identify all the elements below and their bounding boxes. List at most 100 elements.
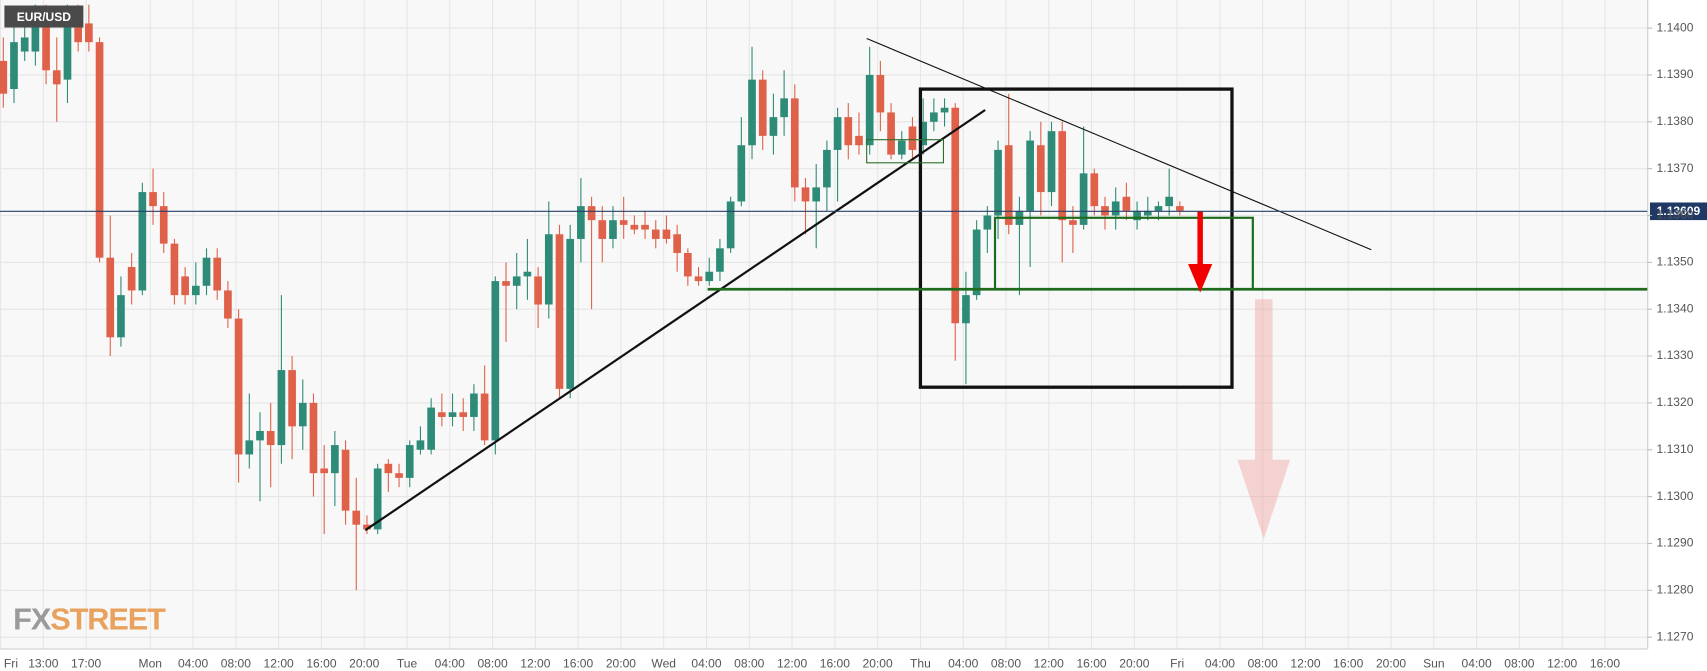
x-tick-label: 04:00 bbox=[691, 657, 721, 671]
candle-body bbox=[609, 220, 617, 239]
x-tick-label: Tue bbox=[397, 657, 418, 671]
candle-body bbox=[373, 468, 382, 530]
candle-body bbox=[619, 220, 628, 225]
candle-body bbox=[470, 393, 478, 417]
x-tick-label: 04:00 bbox=[435, 657, 465, 671]
candle-body bbox=[908, 126, 917, 150]
y-tick-label: 1.1330 bbox=[1657, 348, 1694, 362]
candle-body bbox=[95, 42, 104, 258]
x-tick-label: 17:00 bbox=[71, 657, 101, 671]
y-tick-label: 1.1380 bbox=[1657, 114, 1694, 128]
candle-body bbox=[801, 187, 810, 202]
candle-body bbox=[994, 149, 1002, 216]
candle-body bbox=[277, 370, 286, 446]
y-tick-label: 1.1360 bbox=[1657, 208, 1694, 222]
candle-body bbox=[1176, 206, 1184, 211]
candle-body bbox=[117, 295, 125, 338]
x-tick-label: 12:00 bbox=[1034, 657, 1064, 671]
candle-body bbox=[106, 257, 115, 338]
annotations bbox=[364, 37, 1648, 539]
x-tick-label: 04:00 bbox=[178, 657, 208, 671]
small-zone bbox=[866, 139, 945, 164]
candle-body bbox=[919, 121, 928, 146]
candle-body bbox=[309, 402, 318, 474]
symbol-badge bbox=[4, 5, 84, 28]
x-tick-label: 08:00 bbox=[477, 657, 507, 671]
y-tick-label: 1.1270 bbox=[1657, 629, 1694, 643]
candles bbox=[0, 4, 1184, 591]
candle-body bbox=[844, 117, 853, 146]
x-tick-label: 16:00 bbox=[1590, 657, 1620, 671]
candle-body bbox=[10, 42, 18, 90]
candle-body bbox=[1079, 173, 1088, 225]
y-tick-label: 1.1300 bbox=[1657, 489, 1694, 503]
candle-body bbox=[684, 252, 692, 277]
candle-body bbox=[52, 70, 61, 85]
x-tick-label: Fri bbox=[1170, 657, 1184, 671]
x-tick-label: 12:00 bbox=[777, 657, 807, 671]
candle-body bbox=[726, 201, 735, 249]
candle-body bbox=[149, 192, 157, 207]
candle-body bbox=[352, 510, 361, 525]
x-tick-label: 20:00 bbox=[606, 657, 636, 671]
candle-body bbox=[1143, 210, 1152, 216]
candle-body bbox=[1026, 140, 1034, 211]
y-tick-label: 1.1310 bbox=[1657, 442, 1694, 456]
candle-body bbox=[972, 229, 981, 296]
x-tick-label: Sun bbox=[1423, 657, 1444, 671]
candle-body bbox=[384, 463, 393, 474]
overlay: 1.13609 bbox=[0, 202, 1707, 221]
candle-body bbox=[256, 431, 264, 441]
candle-body bbox=[940, 107, 949, 113]
candle-body bbox=[459, 412, 468, 417]
candle-body bbox=[587, 206, 596, 221]
y-tick-label: 1.1340 bbox=[1657, 301, 1694, 315]
candle-body bbox=[641, 224, 649, 230]
y-tick-label: 1.1320 bbox=[1657, 395, 1694, 409]
y-tick-label: 1.1350 bbox=[1657, 255, 1694, 269]
watermark-fx: FX bbox=[13, 602, 52, 637]
candle-body bbox=[716, 248, 724, 272]
candle-body bbox=[427, 407, 435, 450]
y-tick-label: 1.1390 bbox=[1657, 67, 1694, 81]
candle-body bbox=[748, 79, 756, 146]
chart-title: EUR/USD bbox=[17, 10, 72, 24]
candle-body bbox=[662, 229, 671, 239]
x-tick-label: 16:00 bbox=[306, 657, 336, 671]
candle-body bbox=[363, 524, 371, 530]
candle-body bbox=[1111, 201, 1120, 216]
x-tick-label: 12:00 bbox=[520, 657, 550, 671]
y-tick-label: 1.1370 bbox=[1657, 161, 1694, 175]
candle-body bbox=[234, 318, 243, 455]
candle-body bbox=[1004, 145, 1013, 225]
candle-body bbox=[1036, 145, 1045, 193]
resistance-line bbox=[866, 37, 1372, 251]
candle-body bbox=[416, 440, 425, 450]
candle-body bbox=[191, 285, 200, 296]
candle-body bbox=[331, 445, 339, 474]
watermark-street: STREET bbox=[50, 602, 166, 637]
candle-body bbox=[865, 74, 874, 146]
x-tick-label: 16:00 bbox=[563, 657, 593, 671]
candle-body bbox=[213, 257, 222, 291]
plot-area bbox=[0, 0, 1648, 649]
x-tick-label: 20:00 bbox=[1119, 657, 1149, 671]
candle-body bbox=[1047, 131, 1056, 193]
x-tick-label: 08:00 bbox=[221, 657, 251, 671]
candle-body bbox=[876, 74, 885, 113]
candle-body bbox=[577, 206, 585, 239]
y-tick-label: 1.1400 bbox=[1657, 20, 1694, 34]
x-tick-label: 04:00 bbox=[1462, 657, 1492, 671]
candle-body bbox=[1090, 173, 1099, 207]
x-tick-label: 16:00 bbox=[1333, 657, 1363, 671]
candle-body bbox=[673, 234, 681, 253]
candle-body bbox=[42, 23, 50, 71]
x-tick-label: 20:00 bbox=[863, 657, 893, 671]
candle-body bbox=[1058, 131, 1067, 221]
candle-body bbox=[320, 468, 329, 474]
candle-body bbox=[181, 276, 189, 296]
last-price-label: 1.13609 bbox=[1657, 204, 1701, 218]
candle-body bbox=[758, 79, 767, 136]
